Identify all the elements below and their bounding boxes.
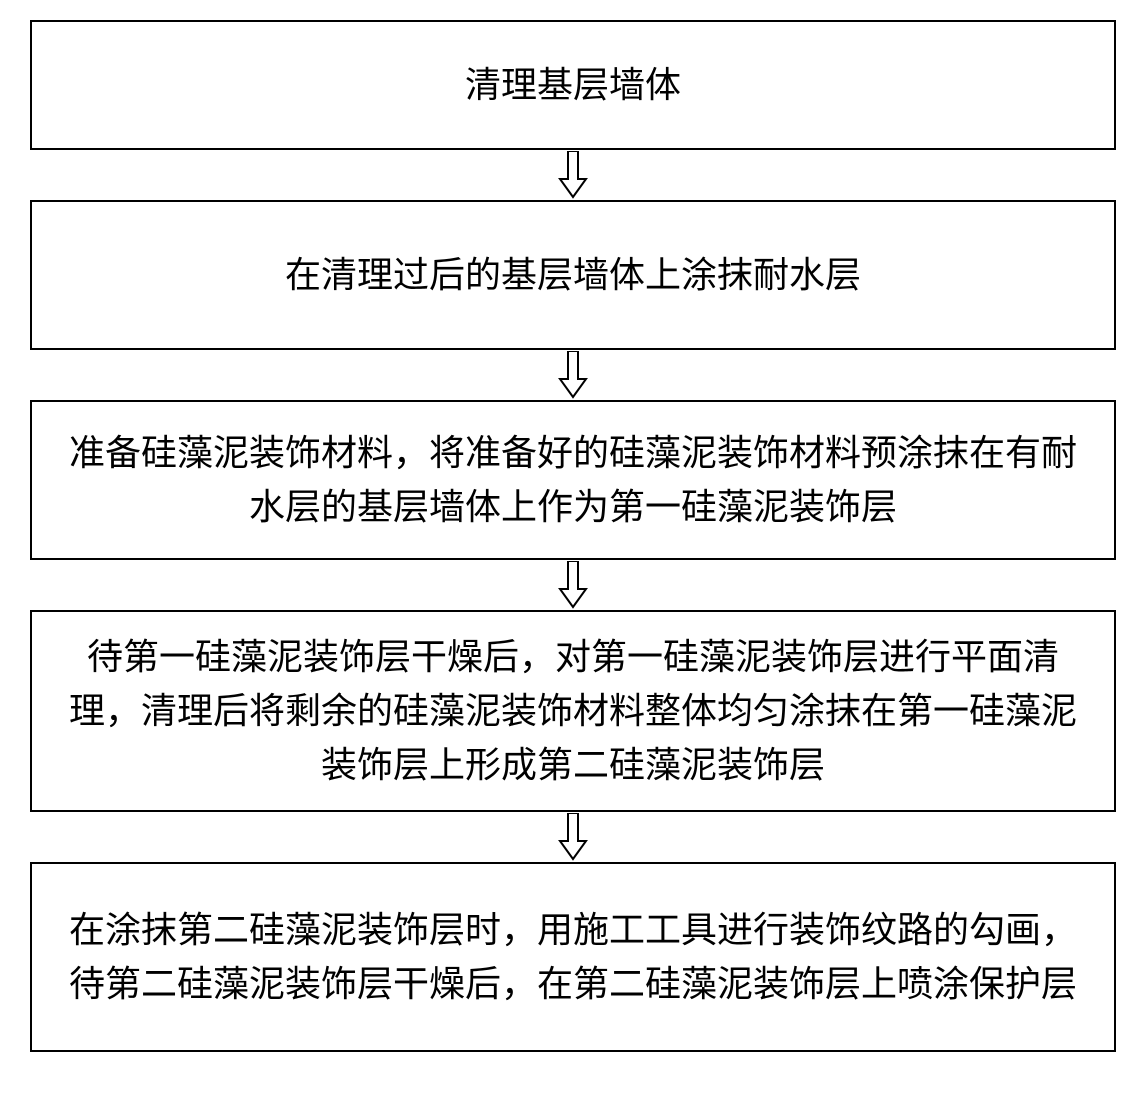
arrow-2: [558, 350, 588, 400]
down-arrow-icon: [558, 561, 588, 609]
step-text-3: 准备硅藻泥装饰材料，将准备好的硅藻泥装饰材料预涂抹在有耐水层的基层墙体上作为第一…: [52, 426, 1094, 534]
arrow-1: [558, 150, 588, 200]
arrow-3: [558, 560, 588, 610]
step-box-3: 准备硅藻泥装饰材料，将准备好的硅藻泥装饰材料预涂抹在有耐水层的基层墙体上作为第一…: [30, 400, 1116, 560]
step-text-2: 在清理过后的基层墙体上涂抹耐水层: [285, 248, 861, 302]
step-box-4: 待第一硅藻泥装饰层干燥后，对第一硅藻泥装饰层进行平面清理，清理后将剩余的硅藻泥装…: [30, 610, 1116, 812]
step-box-5: 在涂抹第二硅藻泥装饰层时，用施工工具进行装饰纹路的勾画，待第二硅藻泥装饰层干燥后…: [30, 862, 1116, 1052]
step-box-1: 清理基层墙体: [30, 20, 1116, 150]
flowchart-container: 清理基层墙体 在清理过后的基层墙体上涂抹耐水层 准备硅藻泥装饰材料，将准备好的硅…: [30, 20, 1116, 1052]
down-arrow-icon: [558, 813, 588, 861]
arrow-4: [558, 812, 588, 862]
step-text-1: 清理基层墙体: [465, 58, 681, 112]
down-arrow-icon: [558, 351, 588, 399]
step-box-2: 在清理过后的基层墙体上涂抹耐水层: [30, 200, 1116, 350]
step-text-5: 在涂抹第二硅藻泥装饰层时，用施工工具进行装饰纹路的勾画，待第二硅藻泥装饰层干燥后…: [52, 903, 1094, 1011]
step-text-4: 待第一硅藻泥装饰层干燥后，对第一硅藻泥装饰层进行平面清理，清理后将剩余的硅藻泥装…: [52, 630, 1094, 792]
down-arrow-icon: [558, 151, 588, 199]
